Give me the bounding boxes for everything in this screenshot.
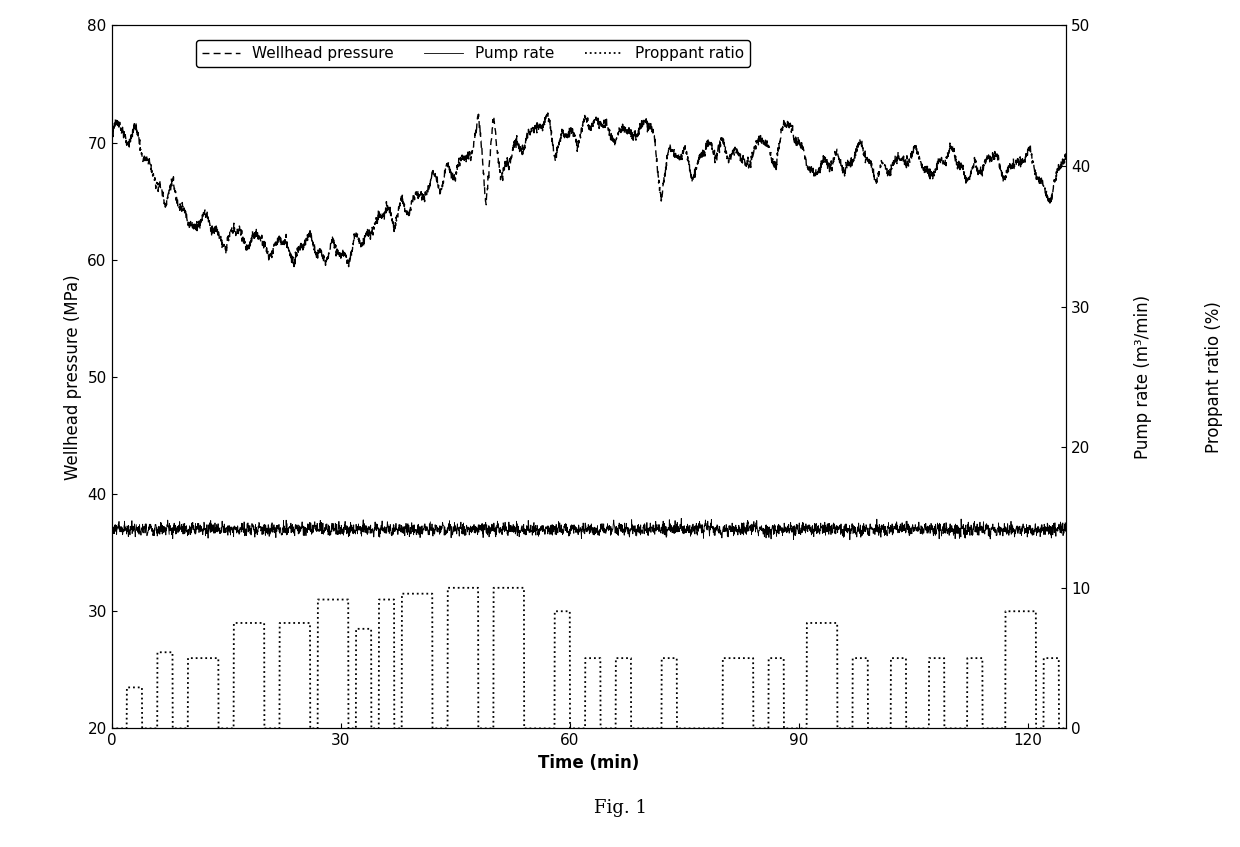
Wellhead pressure <box>506 142 521 152</box>
Wellhead pressure <box>513 141 528 152</box>
Pump rate <box>799 528 813 538</box>
Proppant ratio <box>799 723 813 734</box>
Line: Wellhead pressure: Wellhead pressure <box>112 113 1066 267</box>
Proppant ratio <box>513 583 528 593</box>
Pump rate <box>104 525 119 535</box>
Wellhead pressure <box>1059 152 1074 163</box>
Wellhead pressure <box>799 153 813 163</box>
Pump rate <box>673 513 688 523</box>
Proppant ratio <box>558 606 573 617</box>
Proppant ratio <box>506 583 521 593</box>
Proppant ratio <box>1059 723 1074 734</box>
Pump rate <box>982 529 997 540</box>
Text: Proppant ratio (%): Proppant ratio (%) <box>1205 301 1224 453</box>
Pump rate <box>513 526 528 536</box>
Wellhead pressure <box>1030 173 1045 183</box>
Proppant ratio <box>1030 723 1045 734</box>
Pump rate <box>842 534 857 545</box>
Wellhead pressure <box>541 108 556 118</box>
Pump rate <box>505 526 520 536</box>
Wellhead pressure <box>982 157 997 167</box>
Proppant ratio <box>104 723 119 734</box>
Proppant ratio <box>982 723 997 734</box>
Legend: Wellhead pressure, Pump rate, Proppant ratio: Wellhead pressure, Pump rate, Proppant r… <box>196 40 750 67</box>
Y-axis label: Wellhead pressure (MPa): Wellhead pressure (MPa) <box>63 274 82 479</box>
Wellhead pressure <box>104 134 119 144</box>
Pump rate <box>1030 523 1045 533</box>
Wellhead pressure <box>341 262 356 272</box>
X-axis label: Time (min): Time (min) <box>538 754 640 772</box>
Line: Proppant ratio: Proppant ratio <box>112 588 1066 728</box>
Line: Pump rate: Pump rate <box>112 518 1066 540</box>
Wellhead pressure <box>558 132 573 142</box>
Text: Fig. 1: Fig. 1 <box>594 799 646 817</box>
Pump rate <box>1059 519 1074 529</box>
Text: Pump rate (m³/min): Pump rate (m³/min) <box>1133 295 1152 459</box>
Pump rate <box>558 525 573 535</box>
Proppant ratio <box>440 583 455 593</box>
